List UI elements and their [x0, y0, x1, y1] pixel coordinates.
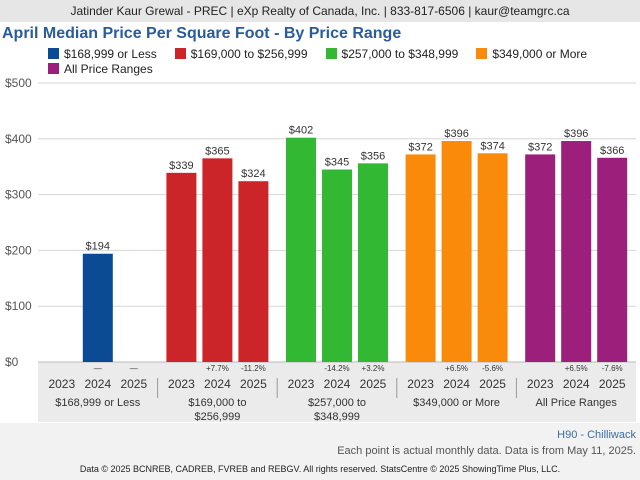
bar-value-label: $374 — [480, 140, 504, 152]
change-label: +3.2% — [362, 364, 385, 373]
year-tick-label: 2023 — [527, 377, 554, 391]
year-tick-label: 2023 — [168, 377, 195, 391]
bar — [525, 154, 556, 362]
y-tick-label: $200 — [5, 243, 32, 257]
legend-item: $169,000 to $256,999 — [174, 46, 308, 61]
bar — [441, 141, 472, 362]
legend-item: All Price Ranges — [48, 62, 153, 76]
year-tick-label: 2024 — [443, 377, 470, 391]
legend-item: $257,000 to $348,999 — [325, 46, 459, 61]
bar — [166, 172, 197, 362]
change-label: — — [130, 364, 138, 373]
legend-label: $257,000 to $348,999 — [341, 46, 459, 61]
bar-value-label: $365 — [205, 145, 229, 157]
change-label: -7.6% — [602, 364, 623, 373]
year-tick-label: 2025 — [240, 377, 267, 391]
bar-value-label: $372 — [408, 141, 432, 153]
legend-row-1: $168,999 or Less $169,000 to $256,999 $2… — [48, 46, 628, 61]
legend-swatch — [48, 63, 59, 74]
category-label: $168,999 or Less — [55, 397, 141, 409]
y-tick-label: $400 — [5, 132, 32, 146]
region-label: H90 - Chilliwack — [557, 429, 636, 441]
legend-swatch — [48, 48, 59, 59]
year-tick-label: 2023 — [407, 377, 434, 391]
legend-label: $349,000 or More — [492, 46, 588, 61]
year-tick-label: 2024 — [324, 377, 351, 391]
category-label: $256,999 — [194, 411, 240, 423]
category-label: $169,000 to — [188, 397, 246, 409]
legend-row-2: All Price Ranges — [48, 61, 628, 76]
change-label: +6.5% — [445, 364, 468, 373]
bar — [202, 158, 233, 362]
year-tick-label: 2025 — [120, 377, 147, 391]
bar-value-label: $339 — [169, 160, 193, 172]
chart-title: April Median Price Per Square Foot - By … — [2, 25, 402, 42]
category-label: All Price Ranges — [536, 397, 618, 409]
legend-item: $349,000 or More — [476, 47, 587, 61]
year-tick-label: 2025 — [479, 377, 506, 391]
category-label: $348,999 — [314, 411, 360, 423]
bar-value-label: $372 — [528, 141, 552, 153]
bar — [322, 169, 352, 362]
bar-value-label: $402 — [289, 125, 313, 137]
year-tick-label: 2024 — [204, 377, 231, 391]
category-label: $257,000 to — [308, 397, 366, 409]
legend-swatch — [476, 48, 488, 59]
year-tick-label: 2023 — [48, 377, 75, 391]
bar — [561, 141, 592, 362]
copyright: Data © 2025 BCNREB, CADREB, FVREB and RE… — [79, 464, 561, 474]
legend: $168,999 or Less $169,000 to $256,999 $2… — [48, 46, 628, 76]
year-tick-label: 2023 — [288, 377, 315, 391]
legend-label: $168,999 or Less — [64, 46, 157, 61]
bar — [405, 154, 436, 362]
bar-value-label: $324 — [241, 168, 265, 180]
bar — [358, 163, 388, 362]
year-tick-label: 2025 — [599, 377, 626, 391]
bar-value-label: $345 — [325, 156, 349, 168]
change-label: +6.5% — [565, 364, 588, 373]
chart-plot: $0 $100 $200 $300 $400 $500 2023 $194 — 2024 — 2025… — [5, 76, 636, 423]
legend-label: $169,000 to $256,999 — [190, 46, 308, 61]
bar-value-label: $194 — [86, 241, 110, 253]
contact-line: Jatinder Kaur Grewal - PREC | eXp Realty… — [70, 4, 570, 18]
y-tick-label: $300 — [5, 188, 32, 202]
footer-area — [0, 423, 640, 480]
data-note: Each point is actual monthly data. Data … — [337, 445, 636, 457]
bar — [238, 181, 269, 362]
change-label: +7.7% — [206, 364, 229, 373]
legend-swatch — [174, 48, 186, 59]
change-label: -5.6% — [482, 364, 503, 373]
change-label: — — [94, 364, 102, 373]
y-tick-label: $0 — [5, 355, 19, 369]
bar — [286, 137, 316, 362]
change-label: -14.2% — [324, 364, 349, 373]
header-bar: Jatinder Kaur Grewal - PREC | eXp Realty… — [0, 0, 640, 22]
bar — [477, 153, 508, 362]
change-label: -11.2% — [241, 364, 266, 373]
year-tick-label: 2024 — [563, 377, 590, 391]
bar-value-label: $396 — [444, 128, 468, 140]
bar — [82, 253, 113, 362]
bar-value-label: $366 — [600, 145, 624, 157]
legend-item: $168,999 or Less — [48, 47, 157, 61]
y-tick-label: $500 — [5, 76, 32, 90]
year-tick-label: 2025 — [360, 377, 387, 391]
legend-swatch — [325, 48, 337, 59]
legend-label: All Price Ranges — [64, 61, 153, 76]
y-tick-label: $100 — [5, 299, 32, 313]
bar — [597, 157, 628, 362]
x-axis-band — [38, 362, 636, 422]
category-label: $349,000 or More — [413, 397, 500, 409]
year-tick-label: 2024 — [84, 377, 111, 391]
bar-value-label: $356 — [361, 150, 385, 162]
bar-value-label: $396 — [564, 128, 588, 140]
